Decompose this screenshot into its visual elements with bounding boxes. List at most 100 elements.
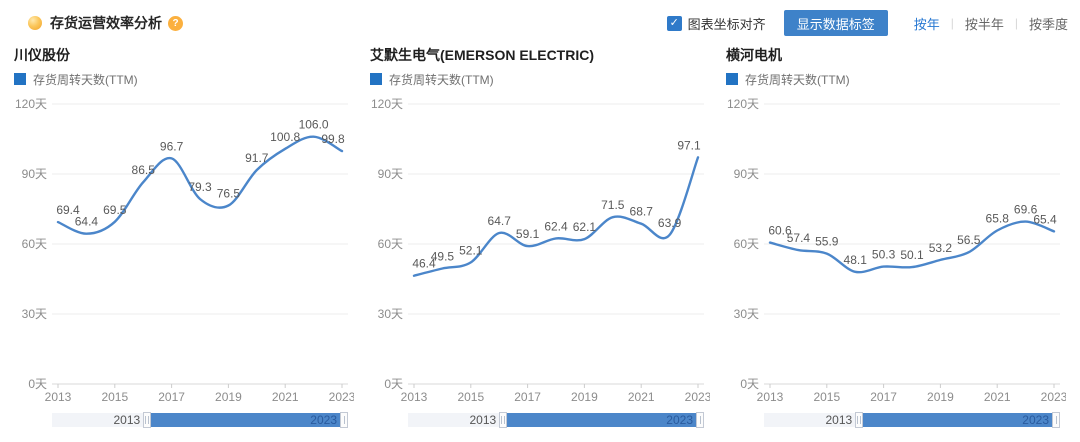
legend-swatch-icon bbox=[14, 73, 26, 85]
svg-text:120天: 120天 bbox=[727, 97, 759, 111]
svg-text:60天: 60天 bbox=[22, 237, 47, 251]
chart-panel: 川仪股份 存货周转天数(TTM) 0天 30天 60天 90天 120天 2013 2015… bbox=[14, 44, 354, 428]
svg-text:90天: 90天 bbox=[378, 167, 403, 181]
svg-text:91.7: 91.7 bbox=[245, 151, 269, 165]
align-axes-checkbox[interactable]: ✓ 图表坐标对齐 bbox=[666, 14, 766, 33]
period-by-year[interactable]: 按年 bbox=[913, 16, 940, 32]
svg-text:2015: 2015 bbox=[813, 390, 840, 404]
svg-text:62.1: 62.1 bbox=[573, 220, 597, 234]
svg-text:69.5: 69.5 bbox=[103, 203, 127, 217]
section-bullet-icon bbox=[28, 16, 42, 30]
svg-text:64.7: 64.7 bbox=[488, 214, 512, 228]
chart-title: 川仪股份 bbox=[14, 47, 70, 63]
svg-text:2019: 2019 bbox=[571, 390, 598, 404]
svg-text:97.1: 97.1 bbox=[677, 138, 701, 152]
svg-text:30天: 30天 bbox=[378, 307, 403, 321]
svg-text:2015: 2015 bbox=[457, 390, 484, 404]
svg-text:60天: 60天 bbox=[378, 237, 403, 251]
svg-text:120天: 120天 bbox=[15, 97, 47, 111]
svg-text:56.5: 56.5 bbox=[957, 233, 981, 247]
section-title: 存货运营效率分析 bbox=[50, 15, 162, 31]
svg-text:52.1: 52.1 bbox=[459, 243, 483, 257]
datazoom-start-label: 2013 bbox=[825, 413, 853, 427]
svg-text:2021: 2021 bbox=[272, 390, 299, 404]
svg-text:2017: 2017 bbox=[158, 390, 185, 404]
chart-panel: 艾默生电气(EMERSON ELECTRIC) 存货周转天数(TTM) 0天 30… bbox=[370, 44, 710, 428]
svg-text:2017: 2017 bbox=[514, 390, 541, 404]
datazoom-left-handle-icon[interactable] bbox=[499, 412, 508, 428]
chart-legend[interactable]: 存货周转天数(TTM) bbox=[370, 72, 710, 87]
svg-text:0天: 0天 bbox=[384, 377, 403, 391]
datazoom-selected-range[interactable] bbox=[863, 413, 1053, 427]
svg-text:57.4: 57.4 bbox=[787, 231, 811, 245]
period-separator: | bbox=[950, 16, 954, 30]
svg-text:62.4: 62.4 bbox=[544, 219, 568, 233]
svg-text:90天: 90天 bbox=[734, 167, 759, 181]
svg-text:2023: 2023 bbox=[329, 390, 354, 404]
svg-text:79.3: 79.3 bbox=[188, 180, 212, 194]
svg-text:2019: 2019 bbox=[215, 390, 242, 404]
help-icon[interactable]: ? bbox=[168, 15, 183, 31]
show-data-labels-button[interactable]: 显示数据标签 bbox=[783, 10, 888, 36]
datazoom-right-handle-icon[interactable] bbox=[696, 412, 704, 428]
svg-text:86.5: 86.5 bbox=[132, 163, 156, 177]
svg-text:68.7: 68.7 bbox=[630, 205, 654, 219]
period-by-quarter[interactable]: 按季度 bbox=[1028, 16, 1068, 32]
chart-legend[interactable]: 存货周转天数(TTM) bbox=[726, 72, 1066, 87]
svg-text:69.4: 69.4 bbox=[56, 203, 80, 217]
chart-title: 横河电机 bbox=[726, 47, 782, 63]
datazoom-selected-range[interactable] bbox=[507, 413, 697, 427]
svg-text:55.9: 55.9 bbox=[815, 235, 839, 249]
svg-text:60.6: 60.6 bbox=[768, 224, 792, 238]
svg-text:0天: 0天 bbox=[740, 377, 759, 391]
svg-text:2017: 2017 bbox=[870, 390, 897, 404]
svg-text:63.9: 63.9 bbox=[658, 216, 682, 230]
datazoom-selected-range[interactable] bbox=[151, 413, 341, 427]
chart-legend[interactable]: 存货周转天数(TTM) bbox=[14, 72, 354, 87]
svg-text:65.4: 65.4 bbox=[1033, 212, 1057, 226]
svg-text:71.5: 71.5 bbox=[601, 198, 625, 212]
datazoom-end-label: 2023 bbox=[310, 413, 337, 427]
datazoom-right-handle-icon[interactable] bbox=[1052, 412, 1060, 428]
datazoom-slider[interactable]: 2013 2023 bbox=[408, 412, 704, 428]
legend-label: 存货周转天数(TTM) bbox=[389, 72, 494, 87]
chart-panel: 横河电机 存货周转天数(TTM) 0天 30天 60天 90天 120天 2013 2015… bbox=[726, 44, 1066, 428]
svg-text:2021: 2021 bbox=[984, 390, 1011, 404]
svg-text:76.5: 76.5 bbox=[217, 187, 241, 201]
svg-text:99.8: 99.8 bbox=[321, 132, 345, 146]
svg-text:2013: 2013 bbox=[45, 390, 72, 404]
svg-text:2023: 2023 bbox=[685, 390, 710, 404]
datazoom-slider[interactable]: 2013 2023 bbox=[764, 412, 1060, 428]
section-header-left: 存货运营效率分析 ? bbox=[28, 13, 183, 33]
svg-text:100.8: 100.8 bbox=[270, 130, 300, 144]
charts-row: 川仪股份 存货周转天数(TTM) 0天 30天 60天 90天 120天 2013 2015… bbox=[0, 44, 1080, 428]
svg-text:30天: 30天 bbox=[22, 307, 47, 321]
datazoom-right-handle-icon[interactable] bbox=[340, 412, 348, 428]
svg-text:59.1: 59.1 bbox=[516, 227, 540, 241]
svg-text:2013: 2013 bbox=[757, 390, 784, 404]
datazoom-start-label: 2013 bbox=[469, 413, 497, 427]
datazoom-left-handle-icon[interactable] bbox=[143, 412, 152, 428]
datazoom-left-handle-icon[interactable] bbox=[855, 412, 864, 428]
svg-text:2021: 2021 bbox=[628, 390, 655, 404]
svg-text:2013: 2013 bbox=[401, 390, 428, 404]
datazoom-start-label: 2013 bbox=[113, 413, 141, 427]
svg-text:2019: 2019 bbox=[927, 390, 954, 404]
line-chart-canvas: 0天 30天 60天 90天 120天 2013 2015 2017 2019 2021 2023 6… bbox=[727, 97, 1066, 404]
datazoom-slider[interactable]: 2013 2023 bbox=[52, 412, 348, 428]
line-chart-canvas: 0天 30天 60天 90天 120天 2013 2015 2017 2019 2021 2023 4… bbox=[371, 97, 710, 404]
datazoom-end-label: 2023 bbox=[1022, 413, 1049, 427]
legend-label: 存货周转天数(TTM) bbox=[745, 72, 850, 87]
svg-text:64.4: 64.4 bbox=[75, 215, 99, 229]
svg-text:69.6: 69.6 bbox=[1014, 203, 1038, 217]
svg-text:50.3: 50.3 bbox=[872, 248, 896, 262]
svg-text:90天: 90天 bbox=[22, 167, 47, 181]
svg-text:46.4: 46.4 bbox=[412, 257, 436, 271]
period-by-half-year[interactable]: 按半年 bbox=[964, 16, 1004, 32]
section-header-right: ✓ 图表坐标对齐 显示数据标签 按年 | 按半年 | 按季度 bbox=[666, 10, 1070, 36]
svg-text:53.2: 53.2 bbox=[929, 241, 953, 255]
checkbox-checked-icon[interactable]: ✓ bbox=[666, 15, 682, 31]
svg-text:96.7: 96.7 bbox=[160, 139, 184, 153]
svg-text:106.0: 106.0 bbox=[299, 118, 329, 132]
